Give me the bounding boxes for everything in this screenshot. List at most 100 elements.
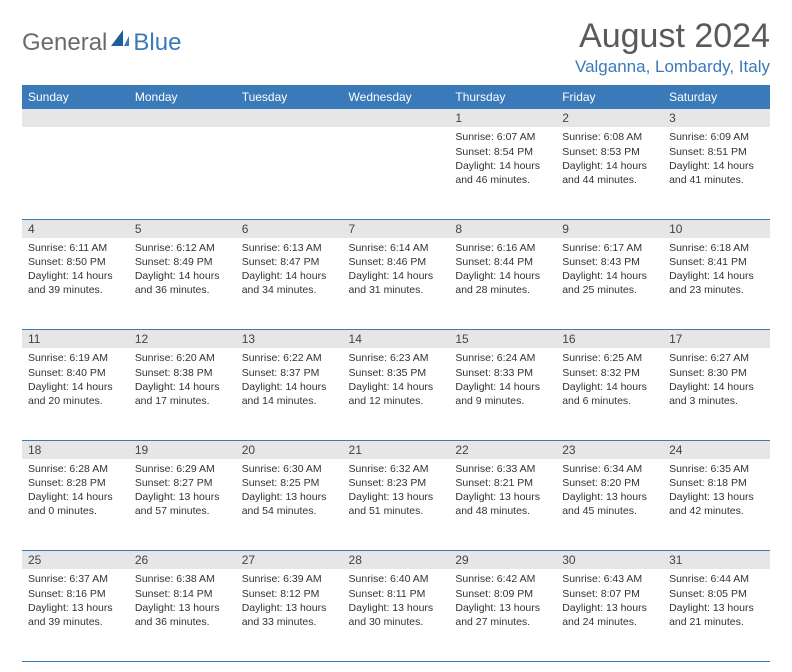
- day-cell: Sunrise: 6:11 AMSunset: 8:50 PMDaylight:…: [22, 238, 129, 330]
- day-number-cell: 9: [556, 219, 663, 238]
- day-details: Sunrise: 6:29 AMSunset: 8:27 PMDaylight:…: [129, 459, 236, 523]
- day-cell: Sunrise: 6:18 AMSunset: 8:41 PMDaylight:…: [663, 238, 770, 330]
- day-number-cell: 16: [556, 330, 663, 349]
- title-block: August 2024 Valganna, Lombardy, Italy: [575, 18, 770, 77]
- day-header: Monday: [129, 85, 236, 109]
- month-title: August 2024: [575, 18, 770, 55]
- day-cell: Sunrise: 6:17 AMSunset: 8:43 PMDaylight:…: [556, 238, 663, 330]
- day-details: Sunrise: 6:11 AMSunset: 8:50 PMDaylight:…: [22, 238, 129, 302]
- day-details: Sunrise: 6:30 AMSunset: 8:25 PMDaylight:…: [236, 459, 343, 523]
- day-cell: [22, 127, 129, 219]
- day-number-cell: 31: [663, 551, 770, 570]
- day-details: Sunrise: 6:17 AMSunset: 8:43 PMDaylight:…: [556, 238, 663, 302]
- day-header: Thursday: [449, 85, 556, 109]
- day-cell: Sunrise: 6:27 AMSunset: 8:30 PMDaylight:…: [663, 348, 770, 440]
- day-number-cell: 2: [556, 109, 663, 127]
- day-details: Sunrise: 6:34 AMSunset: 8:20 PMDaylight:…: [556, 459, 663, 523]
- day-number-cell: 11: [22, 330, 129, 349]
- day-number-cell: [236, 109, 343, 127]
- day-number-cell: 18: [22, 440, 129, 459]
- day-header: Saturday: [663, 85, 770, 109]
- day-details: Sunrise: 6:24 AMSunset: 8:33 PMDaylight:…: [449, 348, 556, 412]
- day-details: Sunrise: 6:22 AMSunset: 8:37 PMDaylight:…: [236, 348, 343, 412]
- day-cell: Sunrise: 6:24 AMSunset: 8:33 PMDaylight:…: [449, 348, 556, 440]
- day-number-row: 123: [22, 109, 770, 127]
- day-cell: Sunrise: 6:32 AMSunset: 8:23 PMDaylight:…: [343, 459, 450, 551]
- day-cell: Sunrise: 6:19 AMSunset: 8:40 PMDaylight:…: [22, 348, 129, 440]
- day-cell: Sunrise: 6:30 AMSunset: 8:25 PMDaylight:…: [236, 459, 343, 551]
- day-content-row: Sunrise: 6:28 AMSunset: 8:28 PMDaylight:…: [22, 459, 770, 551]
- day-details: Sunrise: 6:39 AMSunset: 8:12 PMDaylight:…: [236, 569, 343, 633]
- day-details: Sunrise: 6:09 AMSunset: 8:51 PMDaylight:…: [663, 127, 770, 191]
- day-number-cell: 13: [236, 330, 343, 349]
- day-details: Sunrise: 6:35 AMSunset: 8:18 PMDaylight:…: [663, 459, 770, 523]
- day-details: Sunrise: 6:20 AMSunset: 8:38 PMDaylight:…: [129, 348, 236, 412]
- logo-sail-icon: [109, 28, 131, 57]
- day-number-row: 11121314151617: [22, 330, 770, 349]
- day-cell: [129, 127, 236, 219]
- day-details: Sunrise: 6:43 AMSunset: 8:07 PMDaylight:…: [556, 569, 663, 633]
- day-number-cell: 7: [343, 219, 450, 238]
- calendar-page: General Blue August 2024 Valganna, Lomba…: [0, 0, 792, 672]
- day-number-cell: 21: [343, 440, 450, 459]
- calendar-body: 123Sunrise: 6:07 AMSunset: 8:54 PMDaylig…: [22, 109, 770, 661]
- day-number-cell: 25: [22, 551, 129, 570]
- day-number-row: 45678910: [22, 219, 770, 238]
- day-cell: Sunrise: 6:42 AMSunset: 8:09 PMDaylight:…: [449, 569, 556, 661]
- day-details: Sunrise: 6:07 AMSunset: 8:54 PMDaylight:…: [449, 127, 556, 191]
- day-number-cell: 20: [236, 440, 343, 459]
- day-cell: Sunrise: 6:40 AMSunset: 8:11 PMDaylight:…: [343, 569, 450, 661]
- logo: General Blue: [22, 18, 181, 57]
- day-number-row: 25262728293031: [22, 551, 770, 570]
- day-details: Sunrise: 6:28 AMSunset: 8:28 PMDaylight:…: [22, 459, 129, 523]
- day-number-cell: 19: [129, 440, 236, 459]
- day-number-cell: 14: [343, 330, 450, 349]
- day-number-cell: 27: [236, 551, 343, 570]
- day-cell: Sunrise: 6:25 AMSunset: 8:32 PMDaylight:…: [556, 348, 663, 440]
- day-cell: Sunrise: 6:33 AMSunset: 8:21 PMDaylight:…: [449, 459, 556, 551]
- day-details: Sunrise: 6:40 AMSunset: 8:11 PMDaylight:…: [343, 569, 450, 633]
- day-cell: Sunrise: 6:20 AMSunset: 8:38 PMDaylight:…: [129, 348, 236, 440]
- day-content-row: Sunrise: 6:11 AMSunset: 8:50 PMDaylight:…: [22, 238, 770, 330]
- day-content-row: Sunrise: 6:07 AMSunset: 8:54 PMDaylight:…: [22, 127, 770, 219]
- day-cell: Sunrise: 6:16 AMSunset: 8:44 PMDaylight:…: [449, 238, 556, 330]
- day-cell: Sunrise: 6:08 AMSunset: 8:53 PMDaylight:…: [556, 127, 663, 219]
- day-cell: Sunrise: 6:28 AMSunset: 8:28 PMDaylight:…: [22, 459, 129, 551]
- day-details: Sunrise: 6:38 AMSunset: 8:14 PMDaylight:…: [129, 569, 236, 633]
- day-cell: Sunrise: 6:34 AMSunset: 8:20 PMDaylight:…: [556, 459, 663, 551]
- day-content-row: Sunrise: 6:19 AMSunset: 8:40 PMDaylight:…: [22, 348, 770, 440]
- day-header: Wednesday: [343, 85, 450, 109]
- day-cell: Sunrise: 6:39 AMSunset: 8:12 PMDaylight:…: [236, 569, 343, 661]
- day-number-cell: 24: [663, 440, 770, 459]
- day-details: Sunrise: 6:08 AMSunset: 8:53 PMDaylight:…: [556, 127, 663, 191]
- day-cell: Sunrise: 6:29 AMSunset: 8:27 PMDaylight:…: [129, 459, 236, 551]
- location-text: Valganna, Lombardy, Italy: [575, 57, 770, 77]
- day-cell: Sunrise: 6:13 AMSunset: 8:47 PMDaylight:…: [236, 238, 343, 330]
- day-cell: [343, 127, 450, 219]
- day-details: Sunrise: 6:33 AMSunset: 8:21 PMDaylight:…: [449, 459, 556, 523]
- day-number-cell: 29: [449, 551, 556, 570]
- day-cell: Sunrise: 6:14 AMSunset: 8:46 PMDaylight:…: [343, 238, 450, 330]
- day-cell: Sunrise: 6:37 AMSunset: 8:16 PMDaylight:…: [22, 569, 129, 661]
- day-details: Sunrise: 6:25 AMSunset: 8:32 PMDaylight:…: [556, 348, 663, 412]
- logo-text-1: General: [22, 29, 107, 57]
- day-number-cell: 22: [449, 440, 556, 459]
- day-cell: Sunrise: 6:38 AMSunset: 8:14 PMDaylight:…: [129, 569, 236, 661]
- logo-text-2: Blue: [133, 29, 181, 57]
- day-number-cell: 3: [663, 109, 770, 127]
- day-number-cell: 28: [343, 551, 450, 570]
- day-details: Sunrise: 6:19 AMSunset: 8:40 PMDaylight:…: [22, 348, 129, 412]
- day-number-cell: 10: [663, 219, 770, 238]
- day-number-cell: 8: [449, 219, 556, 238]
- calendar-table: SundayMondayTuesdayWednesdayThursdayFrid…: [22, 85, 770, 662]
- day-details: Sunrise: 6:13 AMSunset: 8:47 PMDaylight:…: [236, 238, 343, 302]
- day-content-row: Sunrise: 6:37 AMSunset: 8:16 PMDaylight:…: [22, 569, 770, 661]
- day-details: Sunrise: 6:18 AMSunset: 8:41 PMDaylight:…: [663, 238, 770, 302]
- day-cell: Sunrise: 6:43 AMSunset: 8:07 PMDaylight:…: [556, 569, 663, 661]
- day-header: Sunday: [22, 85, 129, 109]
- day-number-cell: 5: [129, 219, 236, 238]
- day-number-cell: 30: [556, 551, 663, 570]
- day-number-cell: 4: [22, 219, 129, 238]
- day-details: Sunrise: 6:23 AMSunset: 8:35 PMDaylight:…: [343, 348, 450, 412]
- day-number-cell: 15: [449, 330, 556, 349]
